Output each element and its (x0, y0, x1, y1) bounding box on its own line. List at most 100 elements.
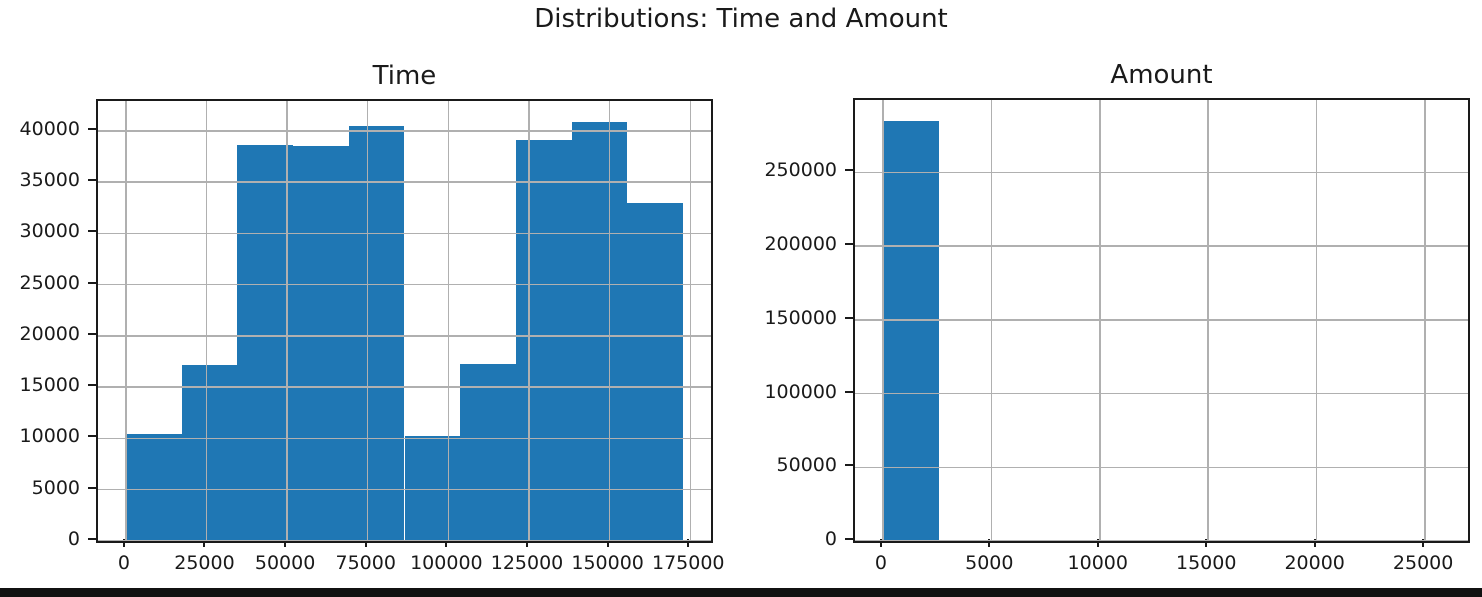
y-gridline (855, 319, 1468, 321)
x-gridline (689, 101, 691, 541)
y-tick-label: 250000 (764, 159, 837, 182)
histogram-bar (627, 202, 684, 541)
y-gridline (98, 232, 711, 235)
y-gridline (98, 386, 711, 388)
x-tick-mark (687, 539, 690, 547)
y-tick-mark (845, 538, 853, 540)
histogram-bar (882, 121, 939, 541)
y-tick-label: 25000 (19, 271, 80, 294)
x-tick-mark (1313, 539, 1316, 547)
y-gridline (855, 540, 1468, 541)
x-tick-mark (1422, 539, 1425, 547)
time-histogram-chart: Time 0 25000 50000 75000 100000 125000 150000 1… (20, 61, 725, 574)
y-gridline (98, 181, 711, 183)
x-tick-label: 20000 (1284, 552, 1345, 574)
x-tick-mark (526, 539, 528, 547)
histogram-bar (348, 126, 405, 541)
y-tick-label: 10000 (19, 425, 80, 448)
histogram-bar (404, 436, 461, 541)
y-gridline (855, 245, 1468, 247)
x-tick-label: 0 (117, 552, 130, 574)
y-tick-mark (88, 538, 96, 540)
y-tick-mark (845, 390, 853, 393)
x-gridline (608, 101, 611, 541)
y-gridline (98, 540, 711, 541)
y-tick-label: 35000 (19, 169, 80, 192)
chart-title-time: Time (372, 61, 437, 91)
x-tick-mark (988, 539, 991, 547)
y-tick-mark (88, 179, 96, 182)
y-tick-mark (845, 464, 853, 467)
x-gridline (125, 101, 127, 541)
x-tick-label: 15000 (1175, 552, 1237, 574)
y-tick-label: 15000 (19, 374, 80, 397)
y-gridline (98, 130, 711, 132)
y-tick-label: 200000 (764, 233, 837, 256)
y-gridline (98, 437, 711, 440)
histogram-bar (293, 145, 349, 541)
x-gridline (205, 101, 208, 541)
x-tick-label: 75000 (335, 552, 396, 574)
y-gridline (98, 335, 711, 337)
histogram-bar (181, 365, 238, 541)
x-tick-mark (445, 539, 448, 547)
y-tick-mark (88, 127, 96, 130)
x-tick-mark (606, 539, 609, 547)
x-tick-label: 125000 (490, 552, 564, 574)
figure-suptitle: Distributions: Time and Amount (534, 4, 948, 34)
y-tick-label: 40000 (19, 117, 80, 140)
y-tick-mark (88, 486, 96, 489)
x-tick-mark (284, 539, 287, 547)
x-tick-label: 175000 (651, 552, 725, 574)
y-tick-label: 100000 (764, 380, 837, 403)
y-gridline (855, 466, 1468, 468)
y-tick-label: 0 (67, 528, 80, 550)
y-tick-mark (845, 316, 853, 319)
x-tick-label: 150000 (571, 552, 644, 574)
y-tick-label: 150000 (764, 306, 837, 329)
x-gridline (447, 101, 450, 541)
y-gridline (98, 283, 711, 286)
amount-histogram-chart: Amount 0 5000 10000 15000 20000 25000 0 50000 10… (764, 60, 1470, 574)
y-gridline (855, 392, 1468, 395)
x-tick-label: 25000 (174, 552, 235, 574)
histogram-bar (460, 363, 516, 541)
y-tick-label: 50000 (776, 454, 837, 477)
x-tick-mark (122, 539, 125, 547)
x-tick-mark (364, 539, 367, 547)
y-tick-label: 20000 (19, 322, 80, 345)
y-tick-mark (88, 384, 96, 387)
histogram-bar (571, 121, 628, 541)
x-tick-mark (203, 539, 206, 547)
bottom-window-edge (0, 588, 1482, 597)
amount-plot-area (853, 98, 1470, 543)
histogram-bar (237, 145, 294, 541)
x-gridline (528, 101, 530, 541)
x-gridline (366, 101, 369, 541)
x-tick-mark (879, 539, 882, 547)
x-tick-label: 0 (874, 552, 887, 574)
x-tick-label: 50000 (254, 552, 316, 574)
x-gridline (286, 101, 288, 541)
x-tick-label: 25000 (1392, 552, 1454, 574)
histogram-bar (515, 139, 572, 541)
x-tick-label: 100000 (410, 552, 483, 574)
x-tick-label: 10000 (1067, 552, 1128, 574)
y-tick-label: 0 (824, 528, 837, 550)
y-gridline (855, 171, 1468, 174)
x-tick-label: 5000 (965, 552, 1014, 574)
y-tick-mark (88, 332, 96, 335)
chart-title-amount: Amount (1110, 60, 1213, 90)
y-tick-mark (88, 230, 96, 233)
y-tick-mark (845, 243, 853, 246)
y-tick-mark (88, 435, 96, 438)
y-tick-mark (88, 281, 96, 284)
y-tick-mark (845, 169, 853, 172)
y-gridline (98, 488, 711, 491)
histogram-bar (125, 433, 182, 541)
y-tick-label: 30000 (19, 220, 80, 243)
x-tick-mark (1096, 539, 1099, 547)
y-tick-label: 5000 (31, 476, 80, 499)
time-plot-area (96, 99, 713, 543)
